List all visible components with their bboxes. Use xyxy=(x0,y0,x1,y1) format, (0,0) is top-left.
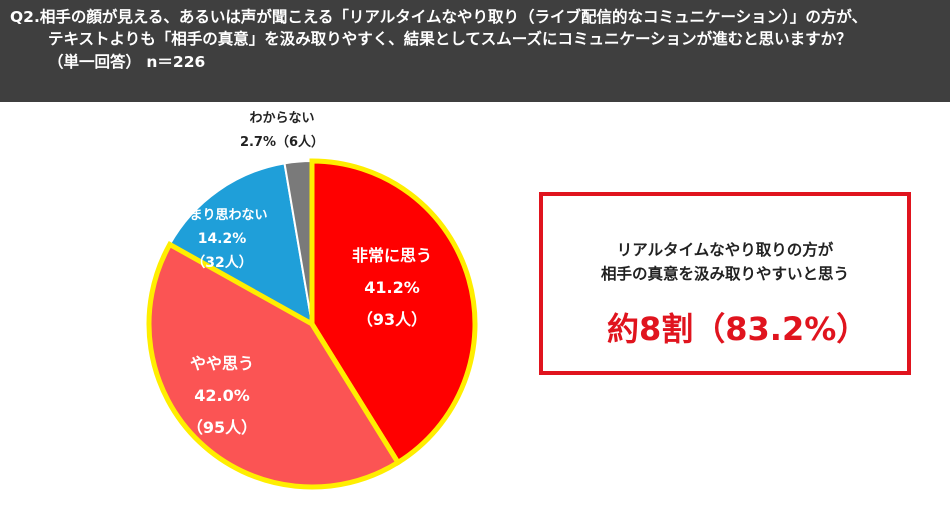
summary-callout: リアルタイムなやり取りの方が 相手の真意を汲み取りやすいと思う 約8割（83.2… xyxy=(539,192,911,375)
pie-slice-outline-strong-agree xyxy=(309,158,478,466)
slice-count-unknown: （6人） xyxy=(276,134,324,150)
slice-value-unknown: 2.7%（6人） xyxy=(240,134,324,150)
pie-slice-outline-somewhat-agree xyxy=(146,241,402,490)
callout-highlight: 約8割（83.2%） xyxy=(607,310,869,348)
slice-count-somewhat-agree: （95人） xyxy=(187,418,257,437)
question-sample-size: （単一回答） n＝226 xyxy=(48,53,206,71)
pie-labels: 非常に思う 41.2% （93人） やや思う 42.0% （95人） あまり思わない 14.2… xyxy=(176,111,432,437)
callout-line-1: リアルタイムなやり取りの方が xyxy=(616,241,834,259)
slice-percent-not-really: 14.2% xyxy=(198,231,247,247)
question-header: Q2.相手の顔が見える、あるいは声が聞こえる「リアルタイムなやり取り（ライブ配信… xyxy=(0,0,950,102)
slice-label-somewhat-agree: やや思う xyxy=(190,354,254,373)
question-line-1: Q2.相手の顔が見える、あるいは声が聞こえる「リアルタイムなやり取り（ライブ配信… xyxy=(10,8,868,26)
slice-count-not-really: （32人） xyxy=(191,254,252,271)
slice-percent-unknown: 2.7% xyxy=(240,135,276,150)
question-line-2: テキストよりも「相手の真意」を汲み取りやすく、結果としてスムーズにコミュニケーシ… xyxy=(48,30,852,48)
slice-label-strong-agree: 非常に思う xyxy=(352,246,432,265)
pie-highlight-outlines xyxy=(146,158,478,490)
slice-percent-strong-agree: 41.2% xyxy=(364,278,420,297)
callout-line-2: 相手の真意を汲み取りやすいと思う xyxy=(600,265,849,283)
pie-chart: 非常に思う 41.2% （93人） やや思う 42.0% （95人） あまり思わない 14.2… xyxy=(146,111,478,490)
slice-label-not-really: あまり思わない xyxy=(176,208,267,223)
slice-count-strong-agree: （93人） xyxy=(357,310,427,329)
pie-slice-not-really xyxy=(168,162,314,326)
slice-percent-somewhat-agree: 42.0% xyxy=(194,386,250,405)
slice-label-unknown: わからない xyxy=(249,111,314,126)
